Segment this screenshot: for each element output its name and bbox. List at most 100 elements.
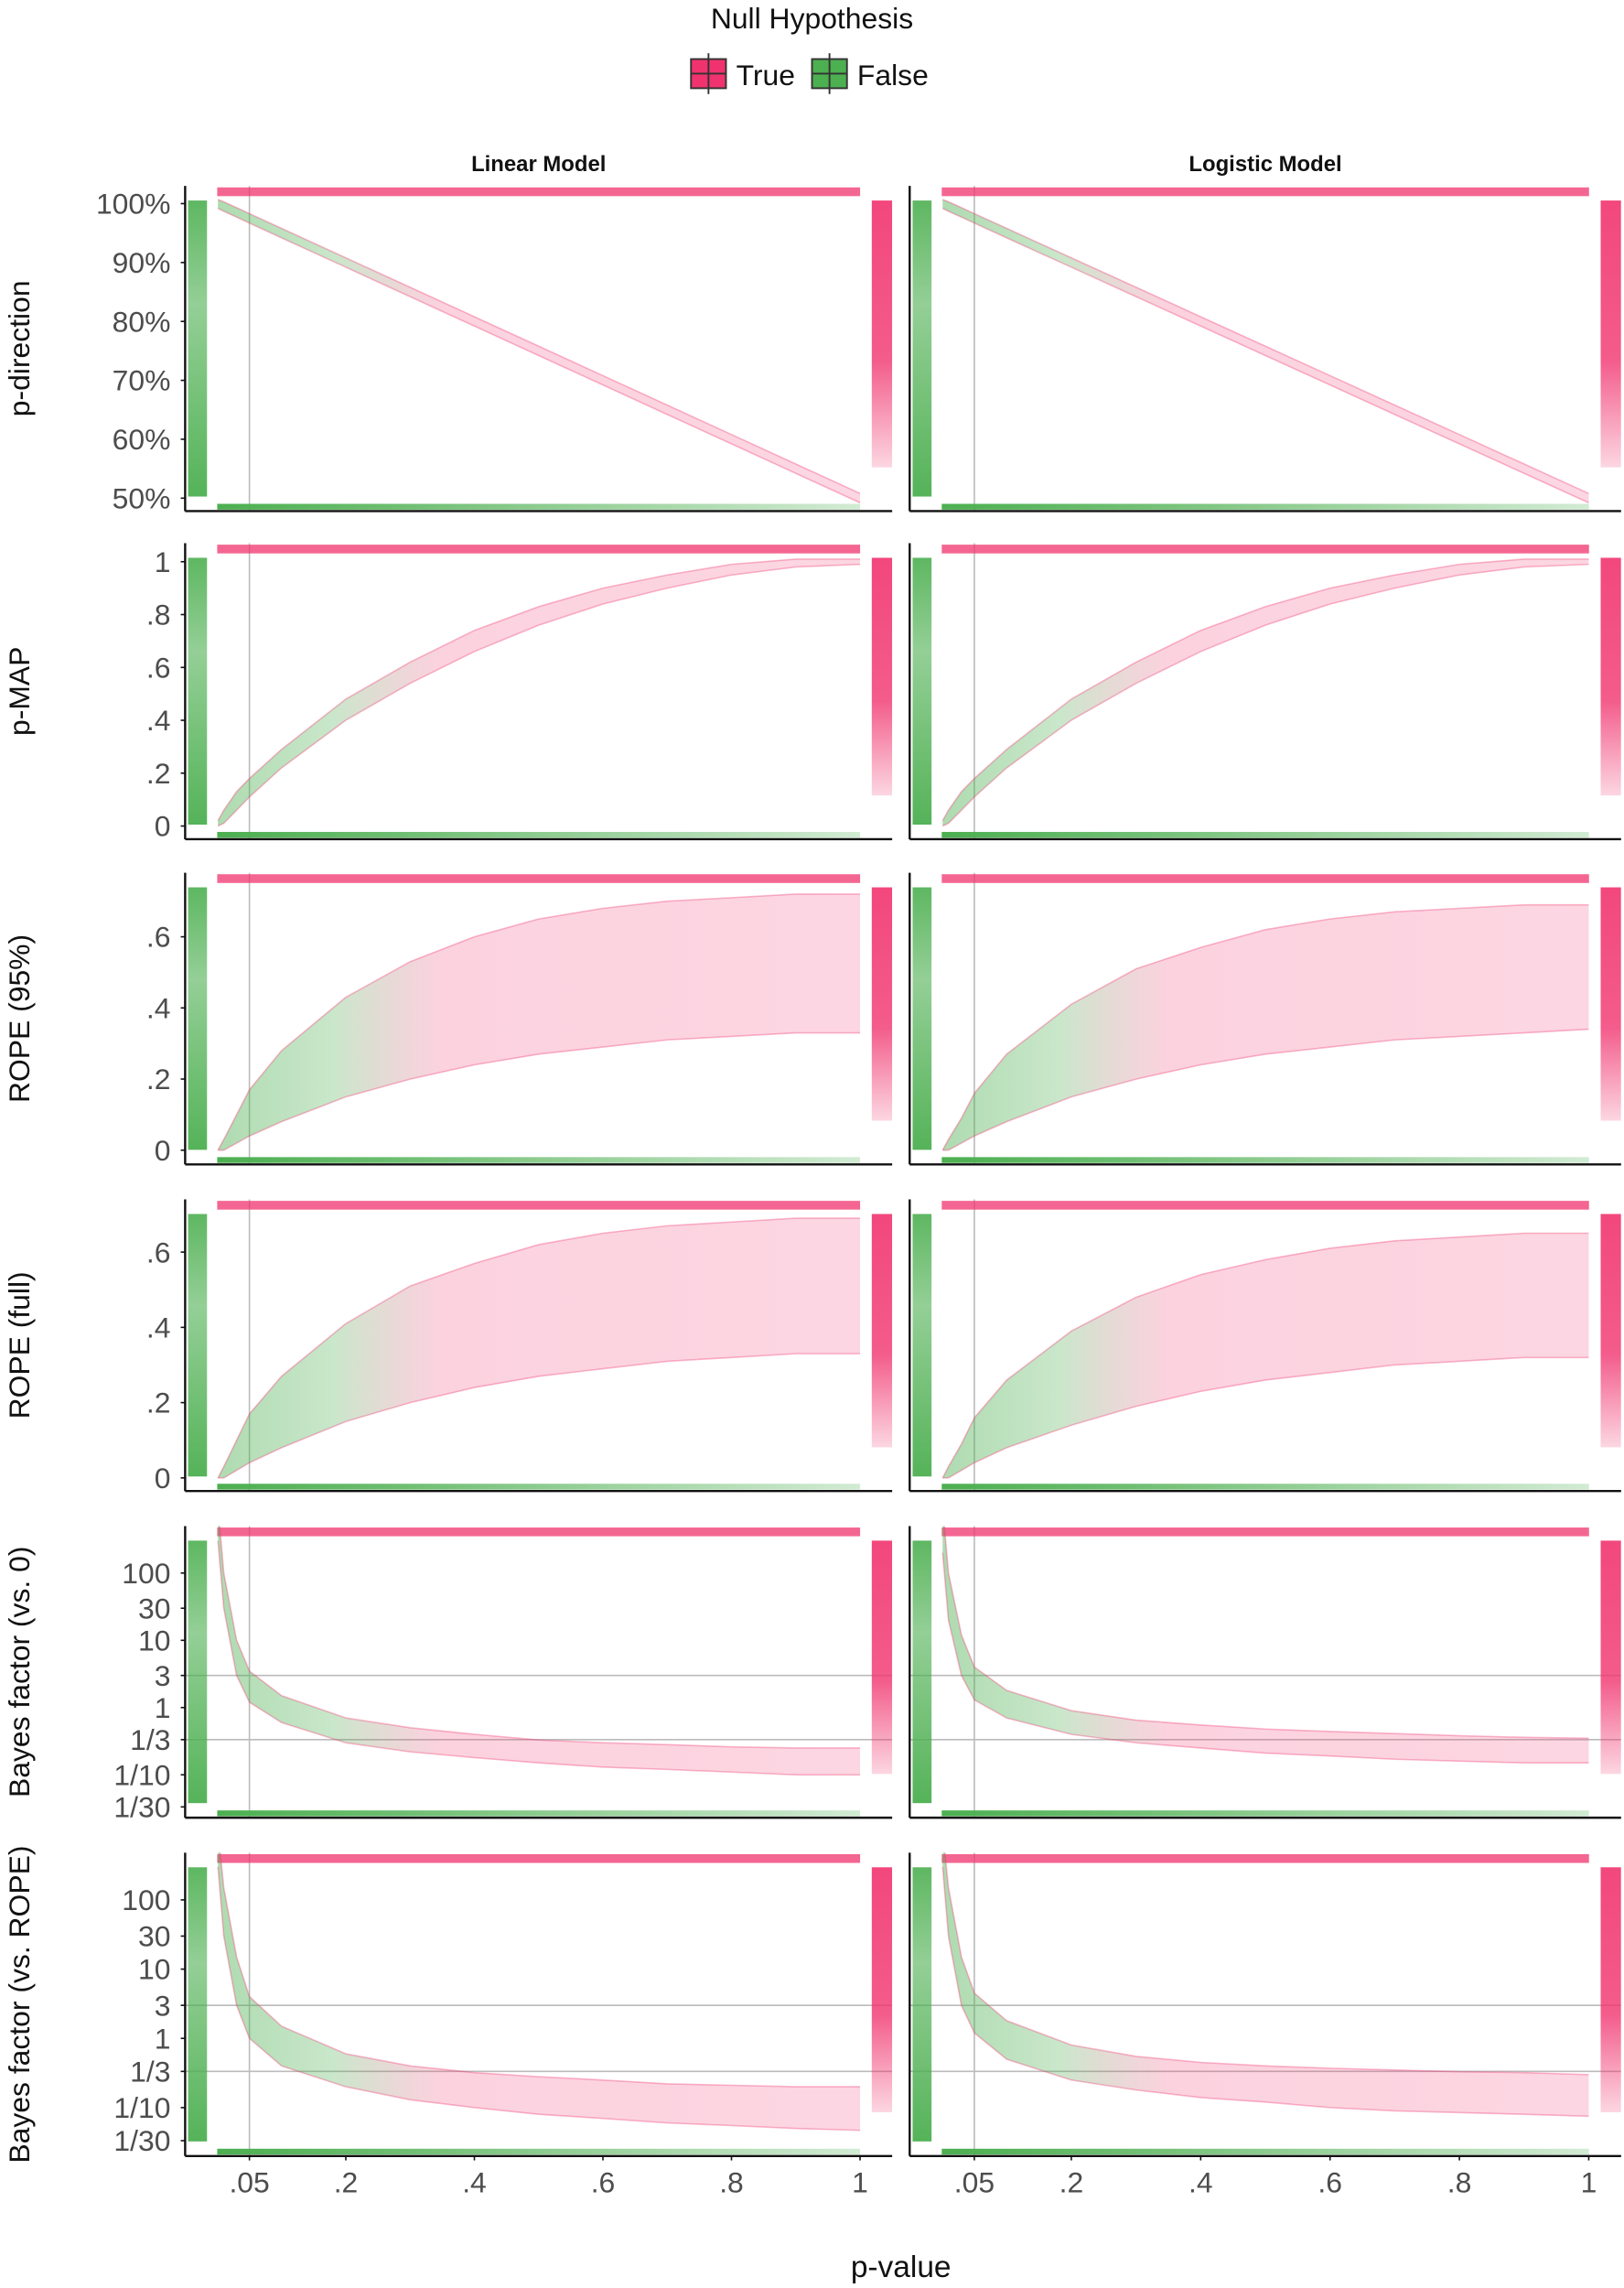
- y-tick-label: 10: [138, 1953, 170, 1986]
- y-tick-label: .4: [146, 704, 171, 737]
- rug: [941, 1853, 1589, 1863]
- data-band: [942, 1852, 1589, 2117]
- panel: [188, 543, 893, 839]
- legend-title: Null Hypothesis: [711, 2, 913, 35]
- column-header: Logistic Model: [1188, 152, 1341, 177]
- y-tick-label: .4: [146, 1311, 171, 1344]
- y-tick-label: 1/3: [130, 1723, 170, 1756]
- band-upper: [943, 1852, 1589, 2076]
- band-upper: [217, 199, 861, 494]
- rug: [217, 503, 861, 510]
- x-tick-label: .4: [1188, 2166, 1213, 2199]
- rug: [217, 832, 861, 838]
- rug: [217, 1201, 861, 1210]
- rug: [941, 1201, 1589, 1210]
- panel: [185, 1852, 893, 2156]
- data-band: [942, 558, 1589, 826]
- data-band: [942, 1526, 1589, 1764]
- y-tick-label: .2: [146, 1063, 171, 1095]
- y-tick-label: 90%: [113, 246, 171, 279]
- rug: [871, 1540, 893, 1775]
- y-tick-label: .6: [146, 1236, 171, 1268]
- panel: [909, 1852, 1621, 2156]
- rug: [941, 1484, 1589, 1490]
- band-lower: [942, 1028, 1589, 1151]
- band-lower: [941, 1552, 1589, 1765]
- band-upper: [219, 1526, 861, 1749]
- x-tick-label: .05: [229, 2166, 269, 2199]
- rug: [871, 1867, 893, 2112]
- y-tick-label: 30: [138, 1920, 170, 1953]
- y-tick-label: 1: [155, 2022, 171, 2055]
- rug: [1600, 1540, 1621, 1775]
- data-band: [218, 1852, 861, 2131]
- y-tick-label: 3: [155, 1659, 171, 1692]
- y-tick-label: .6: [146, 651, 171, 684]
- y-tick-label: 1/10: [113, 1758, 170, 1791]
- rug: [912, 1540, 932, 1804]
- band-lower: [217, 207, 861, 504]
- panel: [185, 1526, 893, 1819]
- legend-label: False: [857, 59, 929, 92]
- rug: [912, 200, 932, 497]
- rug: [941, 832, 1589, 838]
- panel: [912, 872, 1621, 1165]
- band-upper: [941, 903, 1589, 1151]
- x-tick-label: .8: [719, 2166, 744, 2199]
- rug: [871, 200, 893, 468]
- rug: [912, 557, 932, 826]
- rug: [217, 2148, 861, 2155]
- rug: [941, 1157, 1589, 1163]
- x-tick-label: .2: [334, 2166, 359, 2199]
- band-upper: [941, 1232, 1589, 1479]
- rug: [217, 1157, 861, 1163]
- panel: [912, 543, 1621, 839]
- band-upper: [943, 1526, 1589, 1740]
- rug: [941, 2148, 1589, 2155]
- rug: [941, 503, 1589, 510]
- y-tick-label: .2: [146, 1387, 171, 1419]
- x-tick-label: .4: [462, 2166, 487, 2199]
- rug: [1600, 1214, 1621, 1448]
- band-lower: [218, 1031, 861, 1151]
- y-tick-label: 1: [155, 545, 171, 578]
- rug: [941, 874, 1589, 883]
- band-upper: [217, 1217, 861, 1479]
- rug: [217, 1484, 861, 1490]
- rug: [912, 887, 932, 1150]
- y-tick-label: 50%: [113, 481, 171, 514]
- rug: [1600, 557, 1621, 796]
- x-tick-label: .8: [1447, 2166, 1472, 2199]
- y-tick-label: 3: [155, 1989, 171, 2022]
- y-tick-label: 1/3: [130, 2055, 170, 2088]
- x-tick-label: 1: [1581, 2166, 1597, 2199]
- panel: [188, 186, 893, 512]
- y-tick-label: 0: [155, 810, 171, 843]
- y-tick-label: 100%: [96, 188, 170, 221]
- y-tick-label: .8: [146, 599, 171, 631]
- legend-label: True: [737, 59, 795, 92]
- y-tick-label: 1/30: [113, 1790, 170, 1823]
- x-tick-label: .2: [1059, 2166, 1084, 2199]
- band-upper: [219, 1852, 861, 2088]
- rug: [188, 887, 208, 1150]
- data-band: [218, 1218, 861, 1478]
- rug: [941, 1527, 1589, 1537]
- y-axis-label: ROPE (95%): [3, 934, 36, 1103]
- band-lower: [942, 1356, 1589, 1479]
- panel: [188, 1199, 893, 1492]
- rug: [871, 887, 893, 1121]
- band-upper: [941, 199, 1589, 494]
- x-tick-label: .6: [1317, 2166, 1342, 2199]
- panel: [912, 1199, 1621, 1492]
- rug: [912, 1867, 932, 2142]
- panel: [912, 186, 1621, 512]
- y-tick-label: 60%: [113, 423, 171, 456]
- data-band: [218, 199, 861, 503]
- column-header: Linear Model: [471, 152, 606, 177]
- data-band: [218, 1526, 861, 1775]
- y-axis-label: p-MAP: [3, 647, 36, 736]
- rug: [217, 1527, 861, 1537]
- rug: [912, 1214, 932, 1477]
